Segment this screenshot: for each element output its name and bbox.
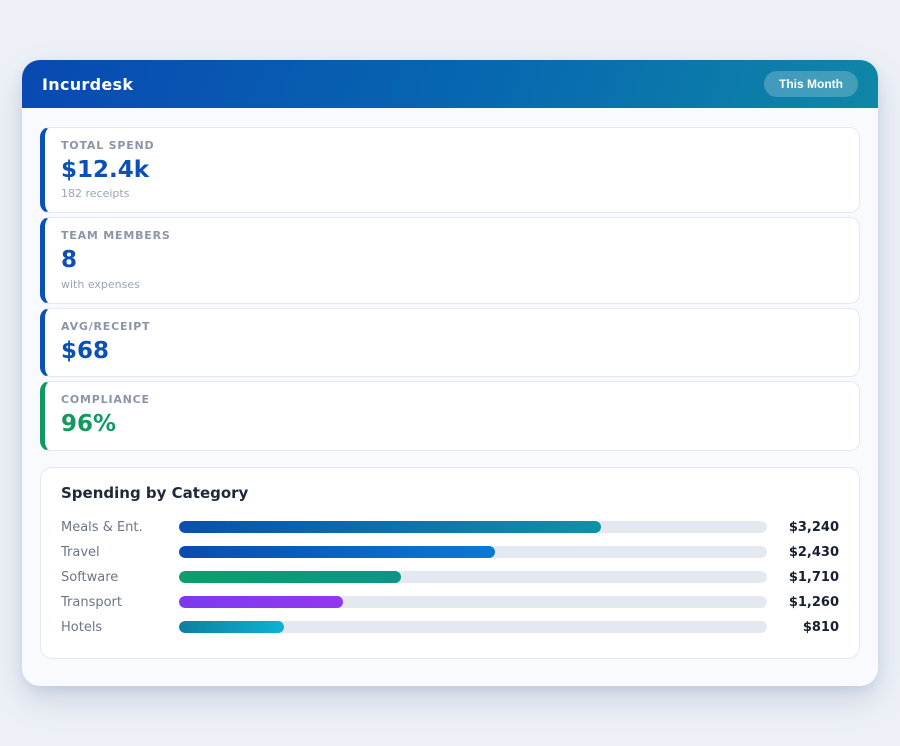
stat-card-total-spend: TOTAL SPEND $12.4k 182 receipts — [40, 127, 860, 214]
chart-row-meals-ent-: Meals & Ent. $3,240 — [61, 515, 839, 540]
stat-value: $12.4k — [61, 157, 150, 183]
category-value: $2,430 — [788, 544, 839, 560]
stat-label: TOTAL SPEND — [61, 139, 155, 152]
category-label: Transport — [61, 594, 123, 610]
chart-title: Spending by Category — [61, 483, 249, 502]
bar-fill — [179, 621, 285, 634]
bar-track — [179, 571, 767, 584]
category-label: Travel — [61, 544, 100, 560]
stat-label: AVG/RECEIPT — [61, 319, 151, 333]
category-value: $810 — [802, 619, 839, 635]
stat-value: 96% — [61, 411, 117, 438]
category-label: Meals & Ent. — [61, 519, 143, 535]
stat-label: COMPLIANCE — [61, 393, 150, 407]
category-value: $1,710 — [788, 569, 839, 585]
chart-row-software: Software $1,710 — [61, 565, 839, 590]
app-title: Incurdesk — [42, 74, 134, 94]
panel-body: TOTAL SPEND $12.4k 182 receipts TEAM MEMBER… — [22, 108, 878, 677]
stat-label: TEAM MEMBERS — [61, 229, 171, 243]
stat-card-team-members: TEAM MEMBERS 8 with expenses — [40, 217, 860, 304]
chart-row-hotels: Hotels $810 — [61, 615, 839, 640]
bar-fill — [179, 571, 402, 584]
stat-value: $68 — [61, 337, 110, 364]
app-header: Incurdesk This Month — [22, 60, 878, 108]
period-badge[interactable]: This Month — [764, 71, 858, 97]
chart-row-transport: Transport $1,260 — [61, 590, 839, 615]
stat-card-compliance: COMPLIANCE 96% — [40, 381, 860, 451]
stats-container: TOTAL SPEND $12.4k 182 receipts TEAM MEMBER… — [40, 127, 860, 451]
stat-subtext: with expenses — [61, 277, 140, 291]
category-label: Software — [61, 569, 119, 585]
category-value: $3,240 — [788, 519, 839, 535]
bar-fill — [179, 596, 344, 609]
category-label: Hotels — [61, 619, 103, 635]
chart-row-travel: Travel $2,430 — [61, 540, 839, 565]
bar-track — [179, 521, 767, 534]
bar-track — [179, 596, 767, 609]
stat-card-avg-receipt: AVG/RECEIPT $68 — [40, 307, 860, 378]
spending-chart-card: Spending by Category Meals & Ent. $3,240 T… — [40, 466, 860, 659]
stat-subtext: 182 receipts — [61, 187, 130, 201]
app-panel: Incurdesk This Month TOTAL SPEND $12.4k 18… — [22, 60, 878, 686]
bar-track — [179, 546, 767, 559]
bar-track — [179, 621, 767, 634]
bar-fill — [179, 546, 496, 559]
bar-fill — [179, 521, 601, 534]
category-value: $1,260 — [788, 594, 839, 610]
chart-rows: Meals & Ent. $3,240 Travel $2,430 Software $1… — [61, 515, 839, 640]
stat-value: 8 — [61, 247, 78, 274]
